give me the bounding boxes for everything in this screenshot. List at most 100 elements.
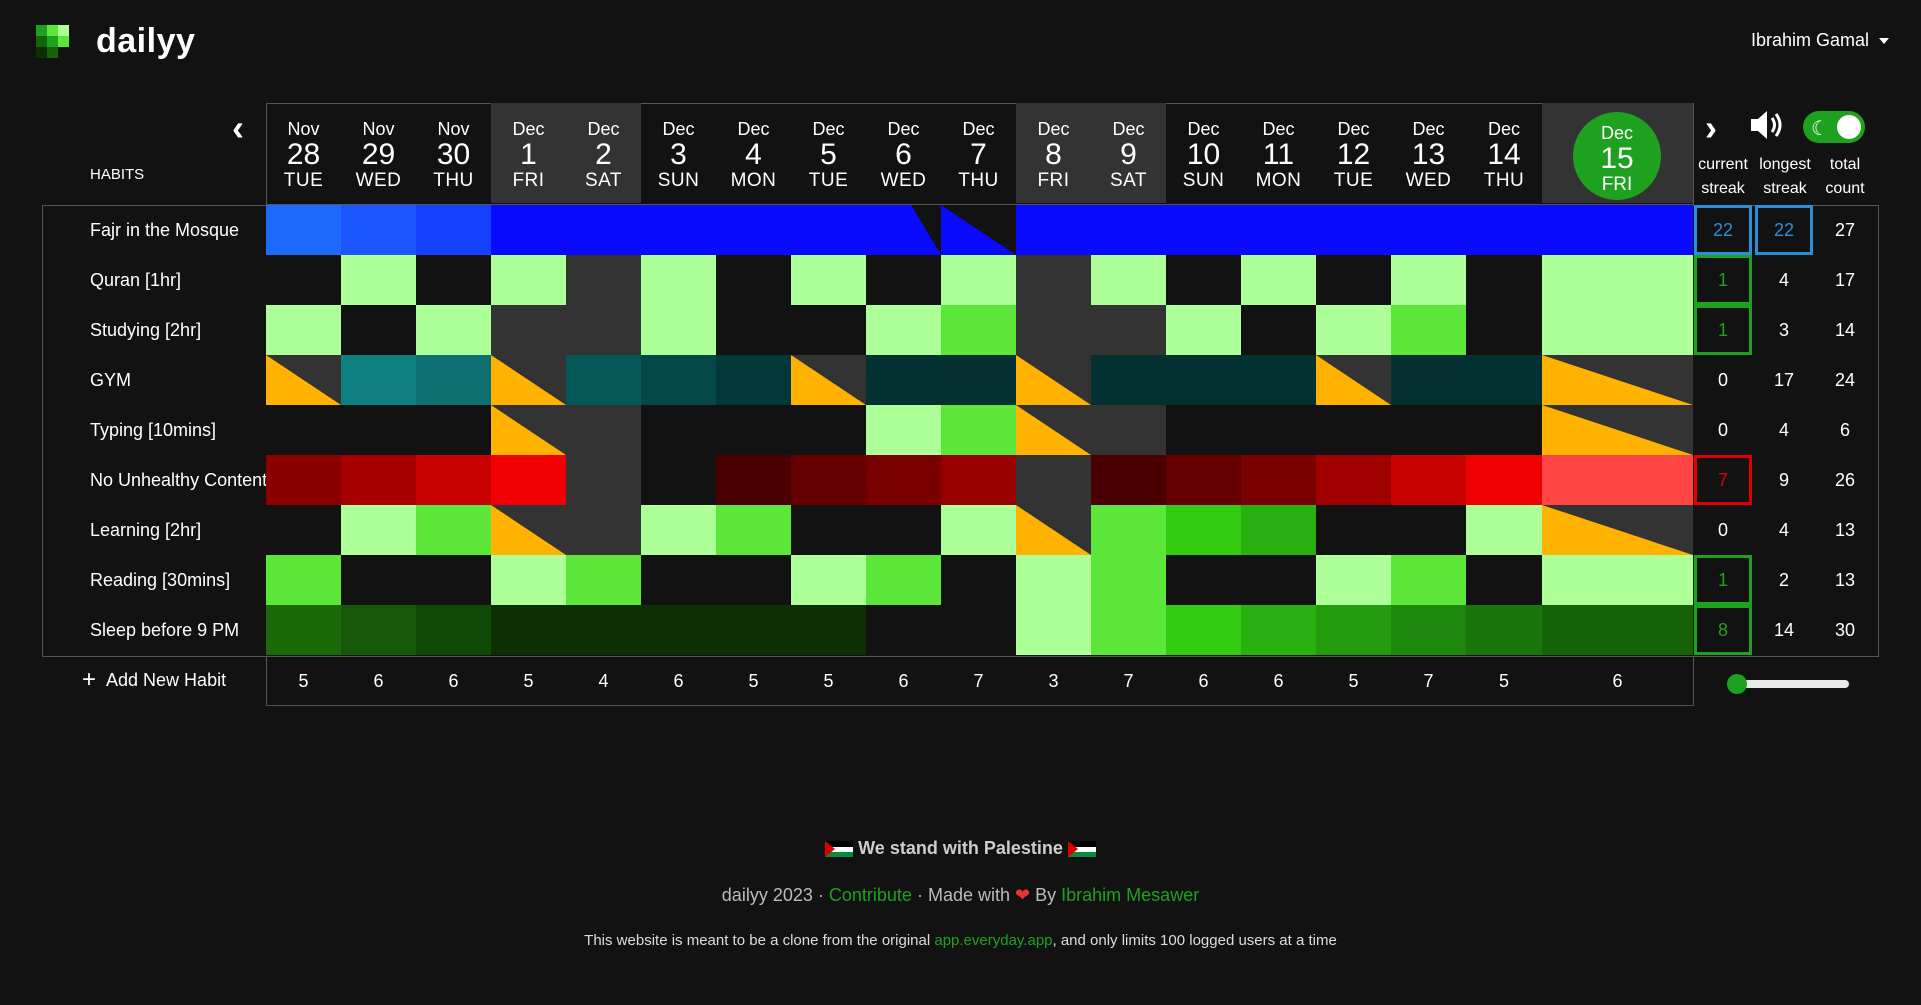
habit-cell[interactable] [341, 505, 416, 555]
habit-cell[interactable] [1391, 305, 1466, 355]
habit-cell[interactable] [1542, 355, 1693, 405]
habit-cell[interactable] [416, 605, 491, 655]
habit-cell[interactable] [491, 305, 566, 355]
habit-cell[interactable] [1542, 255, 1693, 305]
habit-cell[interactable] [1316, 505, 1391, 555]
habit-cell[interactable] [491, 455, 566, 505]
habit-cell[interactable] [791, 305, 866, 355]
slider-thumb[interactable] [1727, 674, 1747, 694]
habit-cell[interactable] [491, 255, 566, 305]
habit-cell[interactable] [1091, 405, 1166, 455]
habit-cell[interactable] [1166, 205, 1241, 255]
habit-cell[interactable] [1391, 355, 1466, 405]
habit-cell[interactable] [1466, 205, 1542, 255]
habit-name[interactable]: Quran [1hr] [90, 269, 182, 290]
habit-cell[interactable] [266, 305, 341, 355]
habit-cell[interactable] [866, 555, 941, 605]
habit-cell[interactable] [941, 305, 1016, 355]
habit-cell[interactable] [716, 605, 791, 655]
habit-cell[interactable] [1542, 505, 1693, 555]
habit-cell[interactable] [341, 555, 416, 605]
habit-cell[interactable] [566, 355, 641, 405]
habit-cell[interactable] [1241, 305, 1316, 355]
habit-cell[interactable] [1241, 205, 1316, 255]
contribute-link[interactable]: Contribute [828, 885, 912, 905]
habit-cell[interactable] [1016, 555, 1091, 605]
habit-cell[interactable] [1091, 505, 1166, 555]
habit-cell[interactable] [266, 205, 341, 255]
habit-cell[interactable] [416, 355, 491, 405]
sound-icon[interactable] [1747, 107, 1787, 143]
habit-cell[interactable] [566, 205, 641, 255]
habit-cell[interactable] [716, 205, 791, 255]
habit-cell[interactable] [266, 405, 341, 455]
habit-cell[interactable] [941, 405, 1016, 455]
habit-cell[interactable] [1016, 455, 1091, 505]
habit-cell[interactable] [1241, 455, 1316, 505]
habit-cell[interactable] [866, 355, 941, 405]
habit-cell[interactable] [1091, 455, 1166, 505]
habit-cell[interactable] [416, 255, 491, 305]
habit-cell[interactable] [791, 205, 866, 255]
habit-cell[interactable] [641, 205, 716, 255]
add-habit-button[interactable]: + Add New Habit [82, 668, 226, 692]
habit-cell[interactable] [1166, 355, 1241, 405]
habit-cell[interactable] [1542, 305, 1693, 355]
habit-cell[interactable] [491, 405, 566, 455]
habit-cell[interactable] [791, 405, 866, 455]
habit-cell[interactable] [341, 205, 416, 255]
habit-cell[interactable] [341, 255, 416, 305]
habit-cell[interactable] [1241, 255, 1316, 305]
habit-cell[interactable] [941, 255, 1016, 305]
habit-cell[interactable] [1241, 555, 1316, 605]
habit-cell[interactable] [866, 455, 941, 505]
habit-cell[interactable] [1316, 405, 1391, 455]
habit-cell[interactable] [1542, 555, 1693, 605]
habit-cell[interactable] [716, 305, 791, 355]
habit-cell[interactable] [266, 355, 341, 405]
habit-cell[interactable] [566, 555, 641, 605]
habit-cell[interactable] [866, 405, 941, 455]
original-app-link[interactable]: app.everyday.app [934, 932, 1053, 949]
habit-cell[interactable] [791, 455, 866, 505]
habit-cell[interactable] [941, 455, 1016, 505]
habit-cell[interactable] [266, 505, 341, 555]
zoom-slider[interactable] [1727, 674, 1849, 694]
habit-cell[interactable] [716, 355, 791, 405]
habit-cell[interactable] [566, 605, 641, 655]
habit-cell[interactable] [1316, 305, 1391, 355]
habit-cell[interactable] [1316, 555, 1391, 605]
habit-cell[interactable] [716, 405, 791, 455]
habit-cell[interactable] [266, 255, 341, 305]
habit-cell[interactable] [1091, 205, 1166, 255]
habit-cell[interactable] [1542, 405, 1693, 455]
habit-cell[interactable] [1091, 605, 1166, 655]
habit-cell[interactable] [1241, 355, 1316, 405]
habit-cell[interactable] [716, 455, 791, 505]
habit-name[interactable]: Fajr in the Mosque [90, 219, 240, 240]
habit-name[interactable]: Learning [2hr] [90, 519, 202, 540]
habit-cell[interactable] [1241, 405, 1316, 455]
habit-cell[interactable] [566, 455, 641, 505]
habit-cell[interactable] [1391, 455, 1466, 505]
prev-week-arrow-icon[interactable]: ‹ [232, 107, 244, 148]
logo[interactable]: dailyy [36, 22, 195, 61]
habit-cell[interactable] [416, 505, 491, 555]
habit-name[interactable]: GYM [90, 369, 132, 390]
habit-cell[interactable] [1016, 605, 1091, 655]
habit-cell[interactable] [1316, 355, 1391, 405]
habit-cell[interactable] [941, 605, 1016, 655]
habit-cell[interactable] [416, 305, 491, 355]
habit-cell[interactable] [1466, 555, 1542, 605]
habit-cell[interactable] [566, 255, 641, 305]
habit-cell[interactable] [1391, 205, 1466, 255]
habit-cell[interactable] [641, 255, 716, 305]
habit-cell[interactable] [1391, 405, 1466, 455]
today-badge[interactable]: Dec 15 FRI [1573, 112, 1661, 200]
habit-cell[interactable] [1091, 555, 1166, 605]
habit-cell[interactable] [791, 605, 866, 655]
habit-name[interactable]: Sleep before 9 PM [90, 619, 240, 640]
habit-cell[interactable] [1166, 405, 1241, 455]
habit-cell[interactable] [1542, 605, 1693, 655]
habit-cell[interactable] [1466, 505, 1542, 555]
